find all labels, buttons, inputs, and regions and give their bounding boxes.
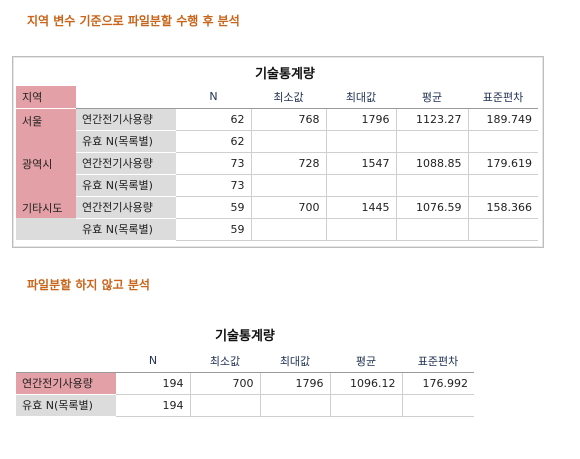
table-cell: 728 [251, 152, 327, 175]
region-header: 지역 [16, 86, 76, 109]
row-label: 연간전기사용량 [76, 152, 176, 175]
table-row: 유효 N(목록별) 73 [16, 174, 538, 197]
table-cell [190, 394, 261, 417]
region-cell: 기타시도 [16, 196, 76, 218]
section-heading-nosplit: 파일분할 하지 않고 분석 [27, 278, 150, 292]
row-label: 연간전기사용량 [76, 196, 176, 219]
table-cell: 1096.12 [330, 372, 403, 395]
col-header: N [176, 86, 251, 109]
descriptive-stats-table-by-region: 지역 N 최소값 최대값 평균 표준편차 서울 연간전기사용량 62 768 1… [16, 86, 538, 241]
label-header [76, 86, 176, 109]
region-cell: 서울 [16, 108, 76, 152]
table-row: 기타시도 연간전기사용량 59 700 1445 1076.59 158.366 [16, 196, 538, 219]
table-cell: 73 [176, 174, 252, 197]
table2-header-row: N 최소값 최대값 평균 표준편차 [16, 350, 474, 373]
col-header: 최대값 [260, 350, 330, 373]
table-cell [396, 218, 469, 241]
table-cell [396, 174, 469, 197]
section-heading-split: 지역 변수 기준으로 파일분할 수행 후 분석 [27, 14, 240, 28]
table-cell [260, 394, 331, 417]
table-cell [330, 394, 403, 417]
table-row: 광역시 연간전기사용량 73 728 1547 1088.85 179.619 [16, 152, 538, 196]
table2-title: 기술통계량 [215, 329, 275, 344]
table-cell: 1123.27 [396, 108, 469, 131]
label-header [16, 350, 116, 373]
table-cell: 62 [176, 130, 252, 153]
table-cell [251, 174, 327, 197]
table-cell [251, 130, 327, 153]
table-cell: 73 [176, 152, 252, 175]
col-header: 표준편차 [468, 86, 538, 109]
table-cell: 768 [251, 108, 327, 131]
table-cell [468, 218, 538, 241]
table-cell: 62 [176, 108, 252, 131]
table-cell [396, 130, 469, 153]
table-cell: 59 [176, 218, 252, 241]
descriptive-stats-table-total: N 최소값 최대값 평균 표준편차 연간전기사용량 194 700 1796 1… [16, 350, 474, 417]
table-cell: 189.749 [468, 108, 538, 131]
col-header: N [116, 350, 190, 373]
table-cell: 1076.59 [396, 196, 469, 219]
row-label: 유효 N(목록별) [76, 218, 176, 241]
table-cell: 1547 [326, 152, 397, 175]
table-cell [326, 174, 397, 197]
table-cell [326, 218, 397, 241]
table-cell: 700 [190, 372, 261, 395]
col-header: 표준편차 [402, 350, 474, 373]
table-row: 유효 N(목록별) 59 [16, 218, 538, 241]
table-cell: 194 [116, 394, 191, 417]
table-row: 서울 연간전기사용량 62 768 1796 1123.27 189.749 [16, 108, 538, 152]
table-cell [468, 174, 538, 197]
table-cell: 194 [116, 372, 191, 395]
table-cell [402, 394, 474, 417]
table-row: 유효 N(목록별) 194 [16, 394, 474, 417]
table-cell: 1796 [260, 372, 331, 395]
row-label: 연간전기사용량 [16, 372, 116, 395]
col-header: 평균 [396, 86, 468, 109]
table-cell: 1445 [326, 196, 397, 219]
table-cell: 700 [251, 196, 327, 219]
row-label: 유효 N(목록별) [76, 174, 176, 197]
table-cell: 59 [176, 196, 252, 219]
region-cell: 광역시 [16, 152, 76, 196]
row-label: 유효 N(목록별) [16, 394, 116, 417]
table-row: 유효 N(목록별) 62 [16, 130, 538, 153]
row-label: 연간전기사용량 [76, 108, 176, 131]
table-cell: 176.992 [402, 372, 474, 395]
col-header: 평균 [330, 350, 402, 373]
table-row: 연간전기사용량 194 700 1796 1096.12 176.992 [16, 372, 474, 395]
table-cell: 158.366 [468, 196, 538, 219]
table1-header-row: 지역 N 최소값 최대값 평균 표준편차 [16, 86, 538, 109]
col-header: 최소값 [251, 86, 326, 109]
table-cell: 179.619 [468, 152, 538, 175]
col-header: 최소값 [190, 350, 260, 373]
row-label: 유효 N(목록별) [76, 130, 176, 153]
table-cell [468, 130, 538, 153]
table-cell: 1796 [326, 108, 397, 131]
table-cell [251, 218, 327, 241]
table-cell [326, 130, 397, 153]
region-cell-blank [16, 218, 76, 240]
table-cell: 1088.85 [396, 152, 469, 175]
col-header: 최대값 [326, 86, 396, 109]
table1-title: 기술통계량 [255, 67, 315, 82]
